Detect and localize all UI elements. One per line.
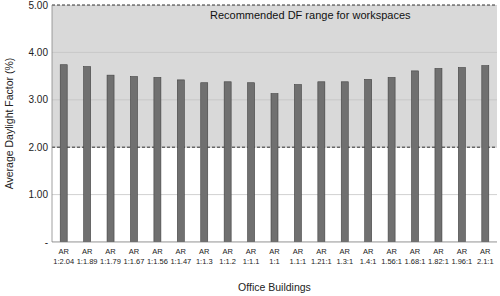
x-tick-label: AR1.96:1: [451, 247, 472, 266]
x-tick-label-line: 1:2.04: [53, 257, 74, 266]
x-tick-label: AR1:1.2: [219, 247, 236, 266]
x-tick-label-line: AR: [246, 247, 257, 256]
x-tick-label: AR1.56:1: [381, 247, 402, 266]
x-tick-label-line: AR: [176, 247, 187, 256]
bar: [177, 80, 184, 242]
x-tick-label-line: 1:1.79: [100, 257, 121, 266]
y-axis: [52, 5, 53, 242]
bar: [482, 66, 489, 242]
x-tick-label-line: AR: [269, 247, 280, 256]
x-axis: [52, 242, 497, 243]
x-tick-label-line: 1.21:1: [311, 257, 332, 266]
x-tick-label-line: 1.68:1: [405, 257, 426, 266]
bar: [271, 94, 278, 242]
x-tick-label-line: 1:1: [269, 257, 279, 266]
x-tick-label: AR1.3:1: [336, 247, 353, 266]
bar: [458, 68, 465, 242]
annotation: Recommended DF range for workspaces: [210, 9, 411, 21]
x-tick-label: AR1.82:1: [428, 247, 449, 266]
x-tick-label: AR1:1.1: [243, 247, 260, 266]
x-tick-label-line: 1:1.3: [196, 257, 213, 266]
x-tick-label-line: 1.56:1: [381, 257, 402, 266]
x-tick-label-line: AR: [58, 247, 69, 256]
bar: [341, 82, 348, 242]
x-tick-label-line: AR: [363, 247, 374, 256]
x-tick-label-line: AR: [340, 247, 351, 256]
plot-area: [52, 5, 497, 242]
x-tick-label-line: AR: [222, 247, 233, 256]
x-tick-label-line: 1.3:1: [336, 257, 353, 266]
x-tick-label: AR2.1:1: [477, 247, 494, 266]
x-tick-label-line: 1:1.56: [147, 257, 168, 266]
x-tick-label: AR1:1.56: [147, 247, 168, 266]
x-tick-label-line: AR: [433, 247, 444, 256]
bar: [365, 79, 372, 242]
x-tick-label: AR1.68:1: [405, 247, 426, 266]
bar: [154, 78, 161, 242]
x-tick-label-line: AR: [152, 247, 163, 256]
x-tick-label-line: AR: [410, 247, 421, 256]
y-tick-label: -: [45, 237, 48, 248]
bar: [107, 75, 114, 242]
x-tick-label: AR1:1.3: [196, 247, 213, 266]
x-tick-label: AR1:1.67: [124, 247, 145, 266]
x-tick-label-line: AR: [386, 247, 397, 256]
x-tick-label-line: 1:1.89: [77, 257, 98, 266]
x-tick-label-line: 2.1:1: [477, 257, 494, 266]
y-tick-label: 5.00: [29, 0, 49, 11]
x-tick-label-line: AR: [293, 247, 304, 256]
x-tick-label: AR1:2.04: [53, 247, 74, 266]
bar: [435, 69, 442, 242]
x-tick-label-line: AR: [199, 247, 210, 256]
x-tick-label-line: 1:1.67: [124, 257, 145, 266]
x-tick-label-line: 1.82:1: [428, 257, 449, 266]
bar: [130, 77, 137, 242]
x-tick-label-line: AR: [129, 247, 140, 256]
y-tick-label: 2.00: [29, 142, 49, 153]
bars: [60, 65, 489, 242]
x-tick-label: AR1:1.79: [100, 247, 121, 266]
x-tick-label: AR1:1: [269, 247, 280, 266]
y-tick-label: 3.00: [29, 94, 49, 105]
bar: [318, 82, 325, 242]
x-tick-label: AR1:1.89: [77, 247, 98, 266]
x-tick-label-line: 1.4:1: [360, 257, 377, 266]
x-tick-label-line: AR: [105, 247, 116, 256]
bar: [224, 82, 231, 242]
x-tick-label-line: AR: [457, 247, 468, 256]
x-tick-label-line: 1.1:1: [290, 257, 307, 266]
x-tick-label-line: 1.96:1: [451, 257, 472, 266]
x-tick-label-line: 1:1.2: [219, 257, 236, 266]
x-tick-label: AR1.4:1: [360, 247, 377, 266]
chart: -1.002.003.004.005.00AR1:2.04AR1:1.89AR1…: [0, 0, 500, 296]
bar: [388, 78, 395, 242]
x-tick-label-line: AR: [82, 247, 93, 256]
x-axis-title: Office Buildings: [238, 281, 311, 293]
band-edge: [52, 5, 497, 6]
x-tick-label-line: AR: [316, 247, 327, 256]
bar: [294, 85, 301, 242]
y-tick-label: 4.00: [29, 47, 49, 58]
grid-line: [52, 5, 497, 6]
x-tick-label: AR1:1.47: [170, 247, 191, 266]
x-tick-label-line: AR: [480, 247, 491, 256]
bar: [60, 65, 67, 242]
bar: [412, 71, 419, 242]
x-tick-label-line: 1:1.47: [170, 257, 191, 266]
bar: [84, 67, 91, 242]
bar: [248, 83, 255, 242]
x-tick-label: AR1.1:1: [290, 247, 307, 266]
bar: [201, 83, 208, 242]
x-tick-label-line: 1:1.1: [243, 257, 260, 266]
x-tick-label: AR1.21:1: [311, 247, 332, 266]
grid-line: [52, 52, 497, 53]
y-tick-label: 1.00: [29, 189, 49, 200]
y-axis-title: Average Daylight Factor (%): [3, 58, 15, 190]
